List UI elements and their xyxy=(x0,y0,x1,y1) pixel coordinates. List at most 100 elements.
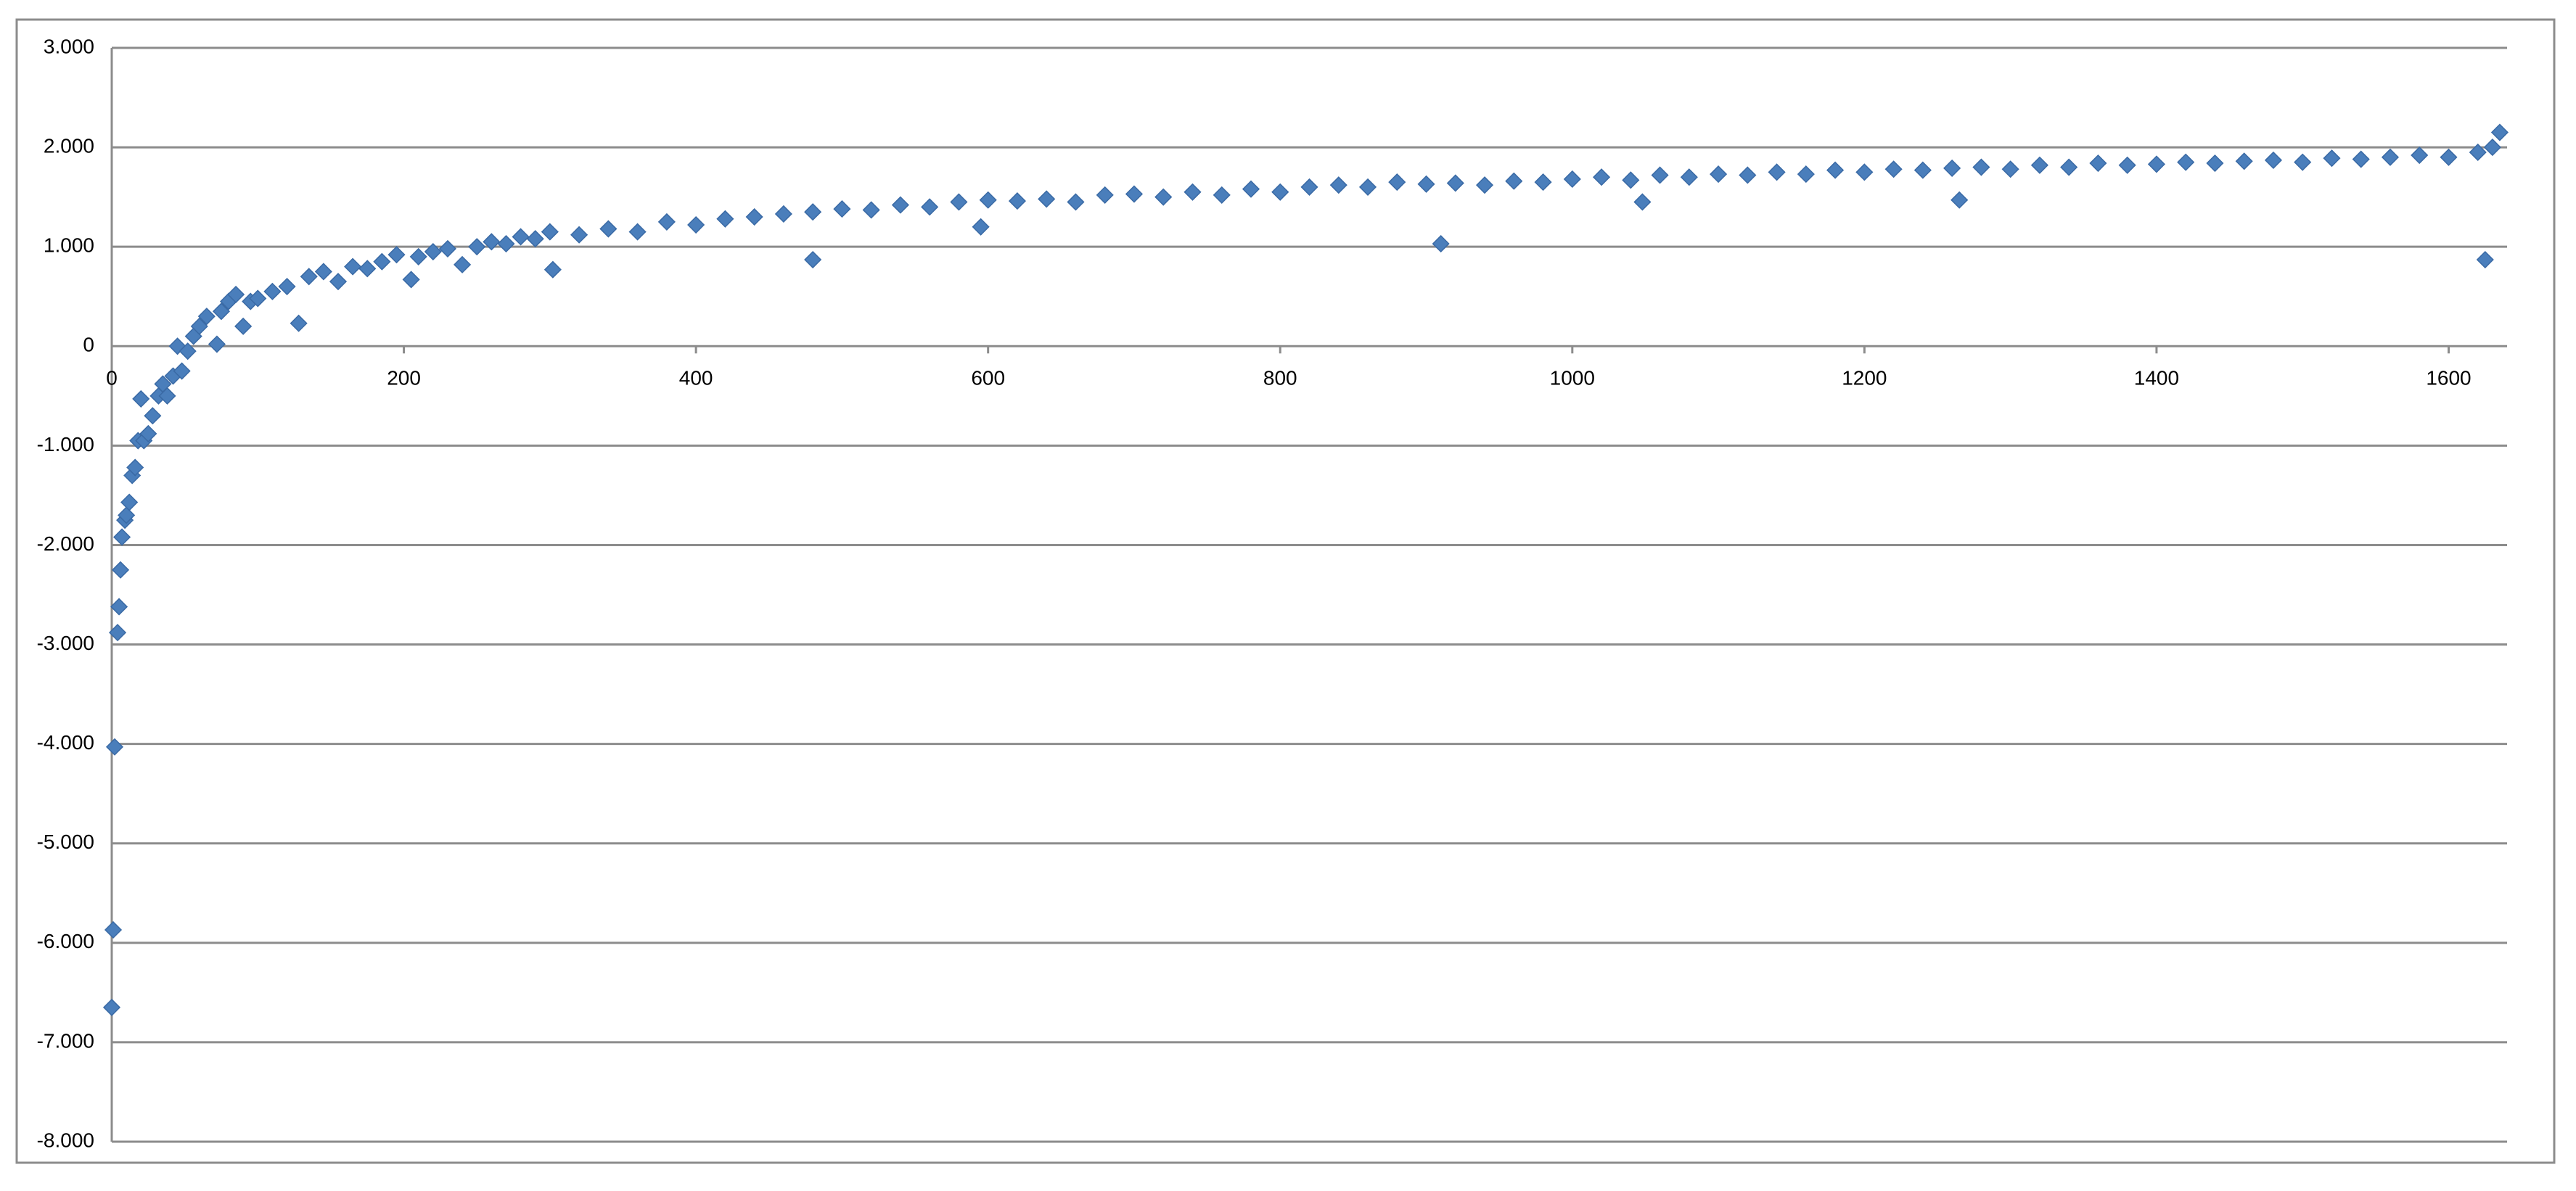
data-point xyxy=(1154,188,1173,206)
y-tick-label: 2.000 xyxy=(44,134,94,157)
data-point xyxy=(438,239,457,257)
x-tick-label: 1600 xyxy=(2426,367,2471,390)
data-point xyxy=(249,289,267,308)
data-point xyxy=(454,255,472,273)
data-point xyxy=(1826,161,1845,179)
y-tick-label: 0 xyxy=(83,334,94,356)
data-point xyxy=(2490,123,2509,141)
data-point xyxy=(1213,186,1231,204)
data-point xyxy=(657,213,676,231)
data-point xyxy=(234,317,253,335)
y-tick-label: -3.000 xyxy=(37,632,94,654)
data-point xyxy=(118,506,136,524)
data-point xyxy=(2235,152,2253,170)
data-point xyxy=(329,273,348,291)
data-point xyxy=(2030,156,2048,174)
data-point xyxy=(1943,159,1961,177)
x-tick-label: 0 xyxy=(106,367,118,390)
data-point xyxy=(716,210,734,228)
data-point xyxy=(2001,160,2019,178)
x-tick-label: 1200 xyxy=(1842,367,1887,390)
data-point xyxy=(108,624,127,642)
data-point xyxy=(2089,154,2107,173)
data-point xyxy=(1884,160,1903,178)
data-point xyxy=(2060,158,2078,176)
data-point xyxy=(1534,173,1552,191)
data-point xyxy=(1563,170,1581,189)
data-point xyxy=(105,738,124,756)
data-point xyxy=(2147,155,2165,173)
data-point xyxy=(2483,139,2501,157)
data-point xyxy=(1184,183,1202,201)
data-point xyxy=(1271,183,1289,201)
chart-frame xyxy=(15,18,2556,1164)
data-point xyxy=(2411,146,2429,165)
data-point xyxy=(1417,175,1435,193)
data-point xyxy=(2118,156,2136,174)
y-tick-label: -4.000 xyxy=(37,731,94,754)
data-point xyxy=(102,998,121,1016)
x-tick-label: 1000 xyxy=(1550,367,1595,390)
data-point xyxy=(950,193,968,211)
data-point xyxy=(409,247,427,265)
x-tick-label: 1400 xyxy=(2134,367,2179,390)
x-tick-label: 800 xyxy=(1263,367,1297,390)
data-point xyxy=(1680,168,1698,186)
data-point xyxy=(179,342,197,360)
data-point xyxy=(139,424,157,442)
data-point xyxy=(212,302,231,321)
data-point xyxy=(110,598,128,616)
y-tick-label: -8.000 xyxy=(37,1129,94,1151)
data-point xyxy=(1972,158,1990,176)
data-point xyxy=(1432,235,1450,253)
data-point xyxy=(804,250,822,269)
data-point xyxy=(158,387,176,405)
data-point xyxy=(833,200,851,218)
y-tick-label: 3.000 xyxy=(44,35,94,57)
data-point xyxy=(1651,166,1669,184)
data-point xyxy=(387,246,406,264)
data-point xyxy=(373,252,391,271)
data-point xyxy=(1067,193,1085,211)
x-tick-label: 200 xyxy=(387,367,421,390)
data-point xyxy=(2469,143,2487,162)
data-point xyxy=(1446,174,1464,192)
data-point xyxy=(113,528,131,546)
data-point xyxy=(1242,180,1260,198)
y-tick-label: -1.000 xyxy=(37,433,94,456)
data-point xyxy=(1096,186,1114,204)
data-point xyxy=(402,271,420,289)
data-point xyxy=(2440,148,2458,166)
data-point xyxy=(599,220,618,238)
data-point xyxy=(570,226,588,244)
data-point xyxy=(745,207,763,226)
data-point xyxy=(1768,163,1786,181)
y-tick-label: -7.000 xyxy=(37,1029,94,1052)
data-point xyxy=(1475,176,1494,194)
data-point xyxy=(1592,168,1611,186)
data-point xyxy=(132,390,150,408)
y-tick-label: 1.000 xyxy=(44,234,94,257)
data-point xyxy=(1622,171,1640,189)
data-point xyxy=(1358,178,1377,196)
data-point xyxy=(104,920,123,939)
data-point xyxy=(290,314,308,332)
data-point xyxy=(2352,150,2370,168)
data-point xyxy=(526,230,544,248)
data-point xyxy=(1038,190,1056,208)
data-point xyxy=(774,205,792,223)
data-point xyxy=(921,198,939,216)
data-point xyxy=(227,285,245,304)
data-point xyxy=(1855,163,1874,181)
data-point xyxy=(126,458,144,477)
data-point xyxy=(497,235,515,253)
data-point xyxy=(1797,165,1815,184)
y-tick-label: -2.000 xyxy=(37,532,94,555)
data-point xyxy=(2323,149,2341,168)
y-tick-label: -6.000 xyxy=(37,930,94,952)
data-point xyxy=(168,337,186,355)
data-point xyxy=(208,335,226,353)
data-point xyxy=(687,215,705,234)
